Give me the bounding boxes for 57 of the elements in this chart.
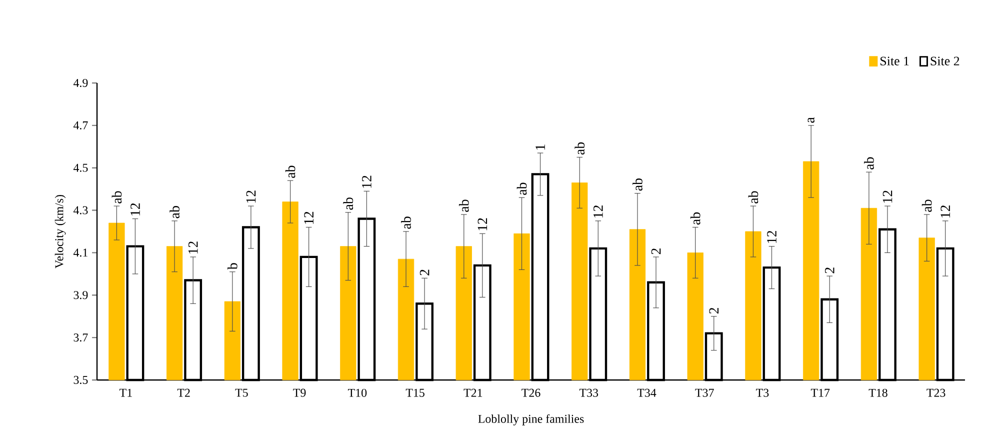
y-tick-label: 3.7	[74, 334, 88, 342]
y-tick-label: 3.9	[74, 291, 88, 300]
annotation: ab	[170, 206, 180, 218]
annotation: b	[228, 263, 238, 270]
annotation: 12	[188, 242, 198, 254]
x-tick-label: T15	[406, 388, 424, 397]
x-tick-label: T37	[695, 388, 714, 397]
legend-label: Site 2	[930, 56, 960, 66]
annotation: 2	[420, 270, 430, 276]
y-tick-label: 4.7	[73, 121, 88, 130]
x-tick-label: T1	[120, 388, 132, 397]
x-tick-label: T17	[810, 388, 830, 397]
annotation: 12	[882, 190, 892, 203]
y-axis-title: Velocity (km/s)	[54, 194, 66, 268]
annotation: ab	[922, 200, 932, 212]
annotation: ab	[458, 200, 469, 212]
annotation: ab	[690, 212, 700, 225]
y-tick-label: 4.1	[73, 248, 88, 257]
annotation: ab	[112, 191, 122, 204]
x-axis-title: Loblolly pine families	[478, 414, 584, 426]
annotation: ab	[748, 191, 758, 204]
y-tick-label: 4.9	[73, 78, 88, 88]
annotation: 12	[246, 190, 256, 203]
x-tick-label: T2	[177, 388, 190, 397]
annotation: 12	[767, 230, 776, 243]
annotation: 12	[362, 176, 372, 188]
x-tick-label: T5	[235, 388, 248, 397]
annotation: ab	[516, 182, 527, 195]
annotation: 2	[709, 308, 718, 314]
x-tick-label: T18	[868, 388, 888, 397]
x-tick-label: T3	[756, 388, 769, 397]
annotation: 12	[304, 212, 314, 224]
legend-label: Site 1	[880, 56, 909, 66]
annotation: ab	[401, 216, 411, 229]
annotation: 1	[536, 144, 545, 150]
x-tick-label: T10	[348, 388, 367, 397]
annotation: ab	[343, 198, 354, 210]
annotation: 12	[130, 203, 140, 216]
annotation: ab	[632, 178, 642, 191]
x-tick-label: T34	[637, 388, 656, 397]
y-tick-label: 3.5	[74, 376, 88, 384]
annotation: ab	[864, 157, 874, 170]
x-tick-label: T9	[293, 388, 306, 397]
y-tick-label: 4.3	[73, 206, 88, 214]
annotation: 12	[940, 206, 950, 218]
annotation: 12	[594, 206, 603, 218]
x-tick-label: T23	[926, 388, 946, 397]
x-tick-label: T21	[464, 388, 482, 397]
y-tick-label: 4.5	[73, 164, 88, 172]
x-tick-label: T26	[522, 388, 540, 397]
annotation: a	[808, 117, 814, 123]
annotation: 12	[478, 218, 488, 230]
annotation: 2	[651, 248, 661, 254]
annotation: 2	[824, 268, 834, 274]
annotation: ab	[574, 142, 585, 155]
annotation: ab	[285, 166, 296, 178]
x-tick-label: T33	[579, 388, 598, 397]
